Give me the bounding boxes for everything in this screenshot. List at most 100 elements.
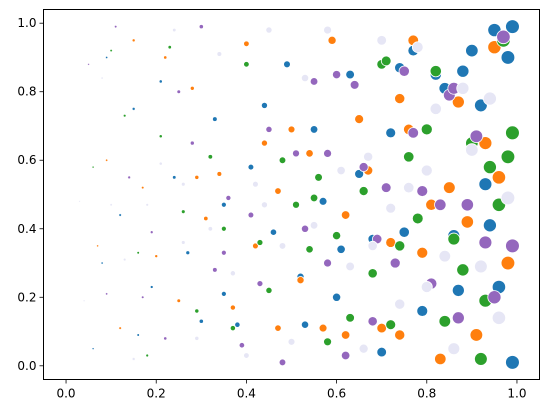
scatter-point: [332, 70, 342, 80]
scatter-point: [478, 235, 493, 250]
scatter-point: [340, 350, 351, 361]
scatter-point: [482, 218, 497, 233]
scatter-point: [491, 310, 507, 325]
scatter-point: [358, 162, 369, 173]
y-tick-label: 0.6: [17, 153, 36, 167]
scatter-point: [332, 231, 342, 241]
scatter-point: [416, 185, 429, 197]
scatter-point: [101, 261, 104, 265]
scatter-point: [229, 270, 236, 277]
scatter-point: [416, 305, 429, 317]
scatter-point: [225, 194, 232, 201]
scatter-point: [292, 200, 300, 209]
scatter-point: [105, 56, 108, 59]
scatter-point: [123, 114, 127, 118]
scatter-point: [451, 283, 465, 297]
scatter-point: [203, 215, 209, 222]
scatter-point: [229, 304, 236, 311]
scatter-point: [505, 238, 520, 254]
scatter-point: [180, 181, 186, 187]
scatter-point: [260, 139, 268, 147]
scatter-point: [318, 197, 328, 206]
scatter-point: [385, 319, 397, 331]
scatter-point: [220, 249, 227, 256]
scatter-point: [229, 325, 236, 332]
scatter-point: [83, 299, 85, 302]
y-tick-label: 0.8: [17, 85, 36, 99]
scatter-point: [109, 49, 113, 52]
scatter-point: [500, 190, 516, 206]
scatter-point: [114, 25, 117, 28]
scatter-point: [212, 267, 218, 273]
scatter-point: [287, 337, 296, 346]
scatter-point: [172, 175, 177, 180]
scatter-point: [265, 125, 273, 133]
scatter-point: [434, 198, 447, 211]
scatter-point: [443, 181, 456, 194]
scatter-point: [367, 240, 378, 251]
scatter-point: [474, 259, 488, 274]
scatter-point: [336, 165, 346, 176]
scatter-point: [505, 19, 520, 34]
scatter-point: [300, 320, 310, 329]
scatter-point: [460, 215, 474, 229]
scatter-point: [456, 263, 470, 277]
scatter-point: [278, 156, 287, 164]
scatter-point: [78, 200, 81, 203]
scatter-point: [243, 40, 250, 47]
x-tick-label: 0.8: [417, 387, 436, 401]
scatter-point: [491, 170, 507, 185]
scatter-point: [149, 230, 154, 235]
scatter-point: [478, 136, 493, 150]
scatter-point: [309, 125, 319, 134]
scatter-point: [105, 292, 108, 296]
scatter-point: [269, 228, 278, 236]
scatter-point: [465, 43, 479, 58]
scatter-point: [451, 311, 465, 325]
x-tick-label: 0.6: [327, 387, 346, 401]
scatter-point: [500, 50, 516, 65]
scatter-point: [323, 148, 332, 158]
scatter-point: [185, 250, 191, 256]
scatter-point: [376, 346, 387, 358]
scatter-point: [394, 93, 406, 105]
scatter-point: [118, 213, 122, 217]
scatter-point: [340, 330, 351, 340]
scatter-point: [429, 102, 442, 115]
scatter-point: [394, 329, 406, 341]
scatter-point: [376, 35, 387, 46]
scatter-point: [327, 35, 337, 45]
scatter-point: [194, 335, 200, 341]
scatter-point: [149, 285, 154, 289]
y-tick-label: 0.4: [17, 222, 36, 236]
scatter-point: [145, 202, 150, 207]
y-tick-label: 0.2: [17, 290, 36, 304]
scatter-point: [469, 129, 484, 143]
y-tick-label: 0.0: [17, 359, 36, 373]
scatter-point: [403, 151, 415, 163]
scatter-point: [247, 163, 255, 171]
scatter-point: [323, 258, 332, 268]
scatter-point: [163, 55, 168, 60]
scatter-point: [465, 143, 479, 157]
scatter-point: [403, 181, 415, 194]
y-tick-label: 1.0: [17, 16, 36, 30]
scatter-point: [451, 95, 465, 109]
scatter-point: [389, 257, 401, 269]
scatter-point: [505, 125, 520, 141]
scatter-point: [292, 149, 300, 158]
scatter-point: [349, 80, 360, 90]
scatter-point: [296, 276, 305, 285]
scatter-point: [207, 154, 214, 160]
scatter-point: [420, 281, 433, 293]
scatter-point: [469, 328, 484, 342]
scatter-point: [220, 290, 227, 297]
scatter-point: [345, 69, 355, 80]
scatter-point: [438, 315, 452, 328]
scatter-point: [283, 60, 291, 69]
scatter-point: [300, 224, 310, 233]
scatter-point: [278, 242, 287, 250]
scatter-point: [367, 316, 378, 327]
scatter-point: [447, 342, 461, 356]
x-tick-label: 0.2: [147, 387, 166, 401]
